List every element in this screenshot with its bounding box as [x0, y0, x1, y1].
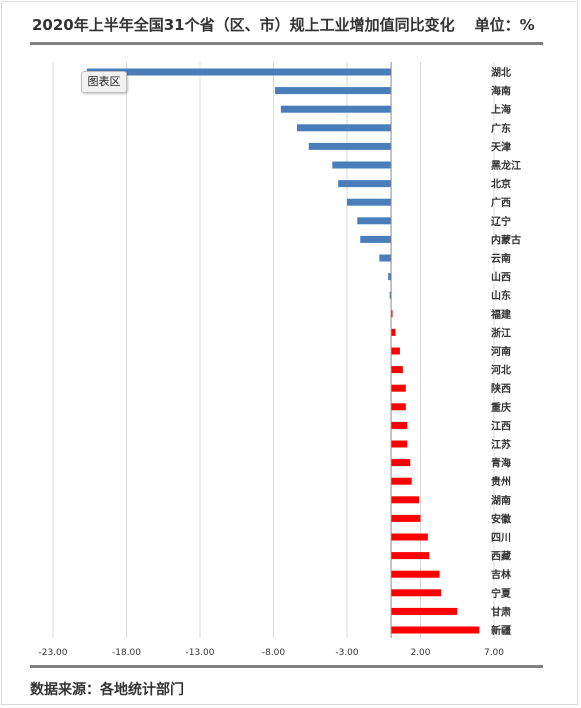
bar [388, 273, 392, 281]
bar [391, 514, 421, 522]
bar [391, 421, 408, 429]
chart-unit: 单位：% [474, 16, 535, 34]
category-label: 江苏 [491, 438, 511, 451]
chart-title: 2020年上半年全国31个省（区、市）规上工业增加值同比变化 单位：% [32, 14, 535, 35]
bar [347, 198, 392, 206]
category-label: 天津 [491, 140, 511, 153]
bar [391, 570, 440, 578]
bar [332, 161, 392, 169]
category-label: 贵州 [491, 475, 511, 488]
category-label: 云南 [491, 252, 511, 265]
category-label: 内蒙古 [491, 233, 521, 246]
bar [391, 626, 480, 634]
category-label: 福建 [490, 308, 512, 321]
bar [391, 459, 411, 467]
source-note: 数据来源：各地统计部门 [30, 682, 184, 698]
x-tick-label: -8.00 [262, 648, 286, 658]
bar [338, 180, 392, 188]
bar [357, 217, 392, 225]
x-tick-label: 2.00 [410, 648, 430, 658]
footer-divider [30, 665, 543, 668]
category-label: 海南 [491, 85, 511, 98]
category-label: 西藏 [491, 550, 511, 563]
bar [360, 235, 392, 243]
bar [280, 105, 392, 113]
bar [391, 533, 428, 541]
category-label: 山东 [491, 289, 511, 302]
title-divider [30, 42, 543, 45]
category-label: 宁夏 [491, 587, 512, 600]
category-label: 河南 [491, 345, 511, 358]
x-tick-label: -3.00 [335, 648, 359, 658]
bar [379, 254, 392, 262]
bar [391, 589, 442, 597]
category-label: 北京 [491, 178, 511, 191]
category-label: 安徽 [491, 512, 512, 525]
category-label: 甘肃 [491, 605, 511, 618]
category-label: 四川 [491, 532, 511, 544]
category-label: 湖南 [491, 494, 511, 507]
category-label: 新疆 [491, 624, 511, 637]
category-label: 河北 [491, 364, 511, 377]
bar [391, 310, 393, 318]
bar [389, 291, 392, 299]
category-label: 上海 [491, 103, 511, 116]
bar [308, 142, 392, 150]
category-label: 辽宁 [491, 215, 511, 228]
bar [297, 124, 392, 132]
bar [391, 477, 412, 485]
bar [391, 440, 408, 448]
x-tick-label: -23.00 [38, 648, 67, 658]
category-label: 山西 [491, 271, 511, 284]
category-label: 江西 [491, 419, 511, 432]
chart-title-text: 2020年上半年全国31个省（区、市）规上工业增加值同比变化 [32, 16, 455, 34]
category-label: 陕西 [491, 382, 511, 395]
bar [391, 366, 403, 374]
x-tick-label: -13.00 [185, 648, 214, 658]
x-tick-label: 7.00 [484, 648, 504, 658]
chart-area-tooltip: 图表区 [81, 71, 127, 93]
bar [274, 87, 392, 95]
category-label: 湖北 [491, 66, 511, 79]
bar [391, 384, 406, 392]
category-label: 吉林 [491, 568, 512, 581]
category-label: 青海 [491, 457, 511, 470]
bar [391, 403, 406, 411]
bar [391, 328, 396, 336]
bar [391, 607, 458, 615]
bar [391, 496, 420, 504]
category-label: 重庆 [491, 401, 511, 414]
bar [391, 552, 430, 560]
bar [86, 68, 392, 76]
category-label: 浙江 [491, 326, 511, 339]
x-tick-label: -18.00 [112, 648, 141, 658]
category-label: 广东 [491, 122, 511, 135]
category-label: 黑龙江 [491, 159, 521, 172]
bar [391, 347, 400, 355]
category-label: 广西 [491, 196, 511, 209]
